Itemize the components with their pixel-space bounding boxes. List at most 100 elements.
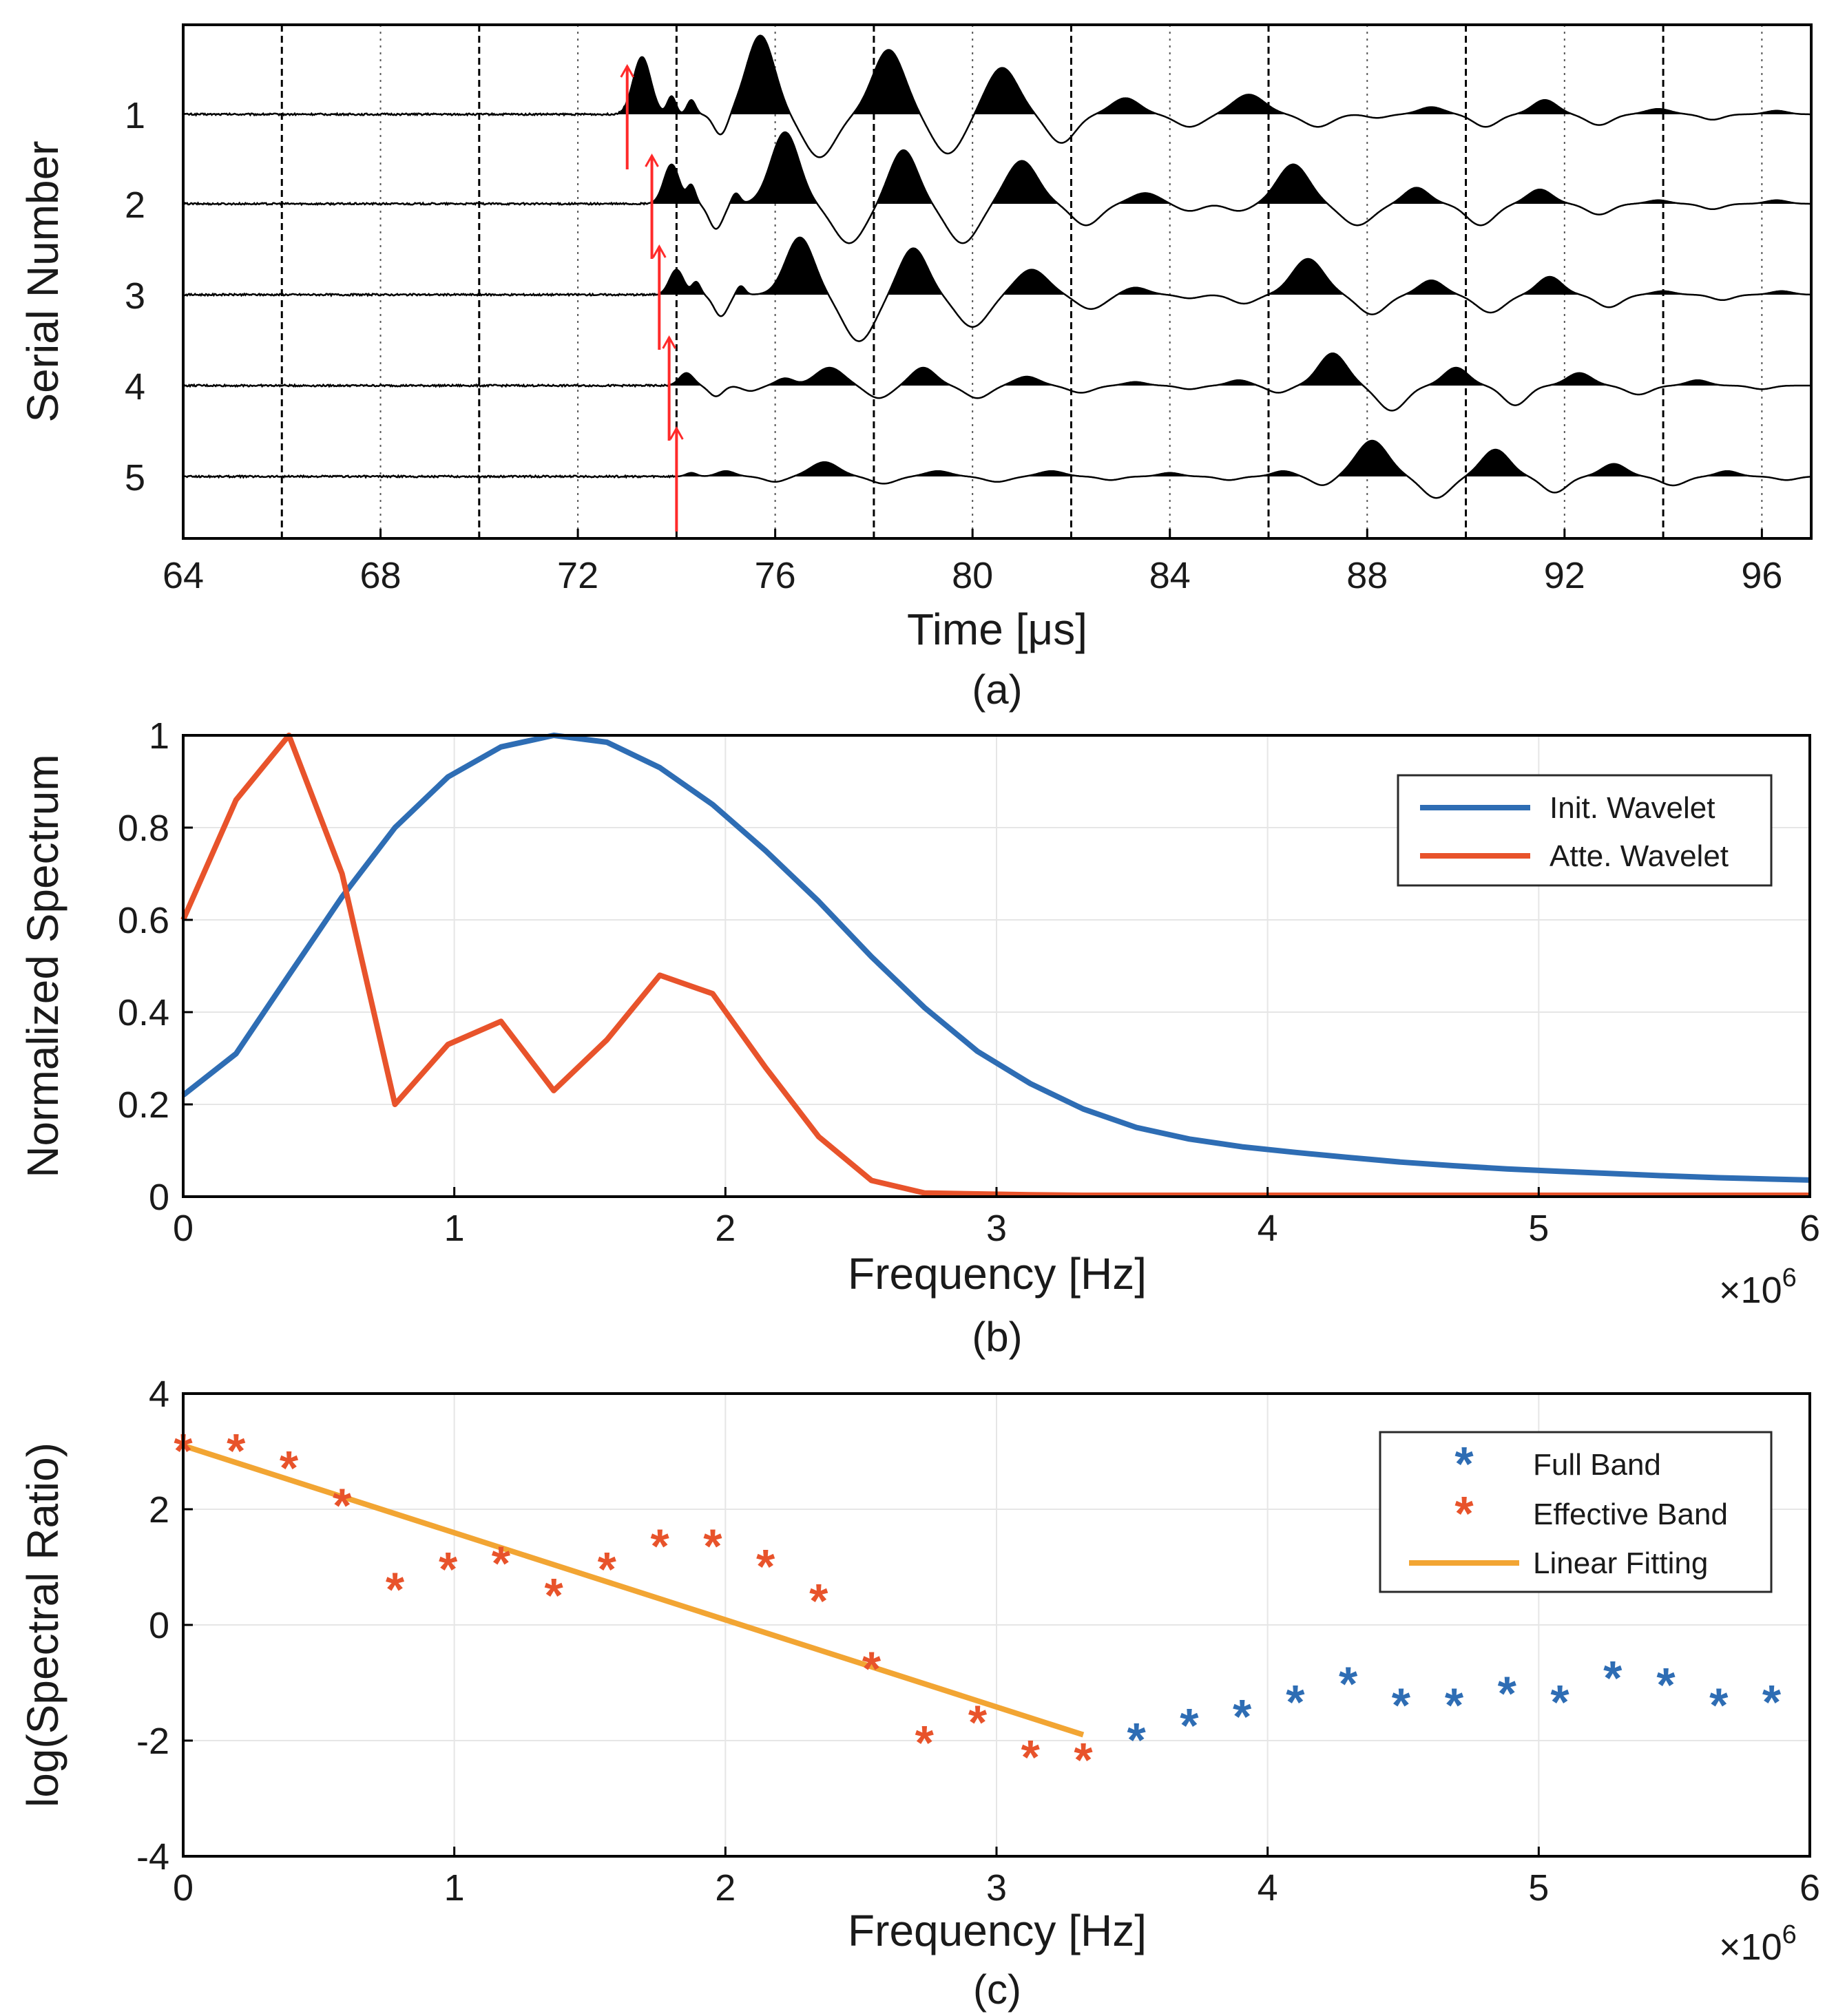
point-effective-band: * [386,1562,405,1616]
panel-b-x-axis-label: Frequency [Hz] [848,1249,1147,1299]
panel-b-ticks: 0 1 2 3 4 5 6 0 0.2 0.4 0.6 0.8 1 [118,715,1820,1249]
onset-arrow-head-1 [620,63,635,78]
c-xtick-label: 6 [1800,1867,1820,1909]
b-ytick-label: 0.2 [118,1084,169,1126]
trace-4-positive-fill [183,353,1811,386]
trace-5-wiggle [182,439,1812,499]
trace-1-wiggle [182,34,1811,158]
trace-label-4: 4 [125,366,145,408]
point-full-band: * [1392,1678,1411,1732]
b-xtick-label: 2 [715,1208,736,1249]
panel-b-legend-box [1397,774,1773,887]
point-effective-band: * [545,1568,564,1622]
panel-b-sublabel: (b) [972,1314,1022,1360]
point-effective-band: * [333,1479,352,1533]
a-xtick-label: 68 [360,555,401,596]
onset-arrow-head-5 [669,426,684,440]
b-xtick-label: 0 [173,1208,194,1249]
trace-2-wiggle [182,131,1811,244]
point-full-band: * [1603,1651,1623,1705]
panel-b-legend: Init. Wavelet Atte. Wavelet [1397,774,1773,887]
panel-c-x-multiplier: ×106 [1719,1920,1797,1968]
trace-label-2: 2 [125,185,145,226]
point-full-band: * [1709,1678,1729,1732]
trace-4-wiggle [182,352,1811,412]
panel-a-y-axis-label: Serial Number [18,140,67,422]
point-effective-band: * [915,1716,935,1770]
c-ytick-label: 0 [149,1605,169,1646]
c-xtick-label: 0 [173,1867,194,1909]
a-xtick-label: 84 [1149,555,1191,596]
panel-b-x-multiplier-exponent: 6 [1782,1263,1797,1292]
point-effective-band: * [650,1519,669,1573]
point-full-band: * [1339,1657,1358,1710]
trace-3-positive-fill [183,237,1811,295]
panel-c-sublabel: (c) [973,1966,1021,2013]
point-effective-band: * [756,1540,775,1593]
panel-a-x-axis-label: Time [μs] [907,605,1087,654]
b-xtick-label: 3 [986,1208,1007,1249]
panel-c-series: * * * * * * * * * * * * * * * * * * * * * * * * * * * * * * * [174,1424,1781,1787]
a-xtick-label: 80 [952,555,993,596]
b-xtick-label: 1 [444,1208,465,1249]
c-xtick-label: 2 [715,1867,736,1909]
b-ytick-label: 0.6 [118,900,169,941]
c-xtick-label: 4 [1258,1867,1278,1909]
panel-b-x-multiplier-base: ×10 [1719,1270,1782,1311]
a-xtick-label: 92 [1544,555,1585,596]
legend-label-full-band: Full Band [1533,1448,1661,1482]
point-full-band: * [1233,1690,1252,1743]
c-ytick-label: 4 [149,1374,169,1415]
point-effective-band: * [492,1537,511,1590]
point-effective-band: * [1021,1730,1041,1784]
b-ytick-label: 1 [149,715,169,757]
panel-b-y-axis-label: Normalized Spectrum [18,754,67,1177]
point-effective-band: * [862,1641,882,1695]
series-line-init-wavelet [181,733,1811,1183]
a-xtick-label: 88 [1346,555,1388,596]
a-xtick-label: 76 [755,555,796,596]
point-effective-band: * [280,1441,299,1495]
trace-label-3: 3 [125,275,145,317]
a-xtick-label: 64 [163,555,204,596]
point-effective-band: * [227,1424,246,1478]
onset-arrow-head-2 [645,153,659,167]
onset-arrow-head-3 [651,244,667,258]
legend-label-init-wavelet: Init. Wavelet [1550,791,1715,825]
c-ytick-label: -2 [136,1721,169,1762]
b-ytick-label: 0.4 [118,992,169,1033]
panel-c: * * * * * * * * * * * * * * * * * * * * * * * * * * * * * * * 0 1 2 3 4 5 6 -… [18,1374,1820,2013]
panel-a: 64 68 72 76 80 84 88 92 96 1 2 3 4 5 Serial Number T… [18,23,1813,713]
trace-label-5: 5 [125,457,145,498]
point-full-band: * [1286,1675,1305,1729]
point-full-band: * [1550,1675,1569,1729]
panel-b: 0 1 2 3 4 5 6 0 0.2 0.4 0.6 0.8 1 Init. Wavelet Atte… [18,715,1820,1360]
onset-arrow-head-4 [662,335,676,349]
panel-c-x-axis-label: Frequency [Hz] [848,1906,1147,1955]
trace-5-positive-fill [183,441,1811,476]
point-full-band: * [1656,1658,1676,1712]
panel-c-y-axis-label: log(Spectral Ratio) [18,1442,67,1807]
point-full-band: * [1127,1713,1147,1767]
panel-a-trace-labels: 1 2 3 4 5 [125,95,145,498]
linear-fitting-line [182,1442,1085,1738]
panel-a-traces [182,34,1812,499]
trace-3-wiggle [182,236,1811,342]
b-xtick-label: 6 [1800,1208,1820,1249]
legend-marker-full-band: * [1454,1437,1474,1491]
panel-a-sublabel: (a) [972,666,1022,713]
point-full-band: * [1762,1675,1782,1729]
point-effective-band: * [809,1574,828,1628]
legend-marker-effective-band: * [1454,1487,1474,1540]
panel-c-x-multiplier-exponent: 6 [1782,1920,1797,1949]
b-xtick-label: 4 [1258,1208,1278,1249]
point-full-band: * [1498,1667,1517,1721]
panel-a-x-ticks: 64 68 72 76 80 84 88 92 96 [163,529,1782,596]
panel-c-legend: * Full Band * Effective Band Linear Fitt… [1379,1431,1773,1593]
c-ytick-label: -4 [136,1836,169,1878]
panel-a-axes-frame [182,23,1813,540]
c-xtick-label: 3 [986,1867,1007,1909]
b-xtick-label: 5 [1528,1208,1549,1249]
a-xtick-label: 96 [1741,555,1782,596]
